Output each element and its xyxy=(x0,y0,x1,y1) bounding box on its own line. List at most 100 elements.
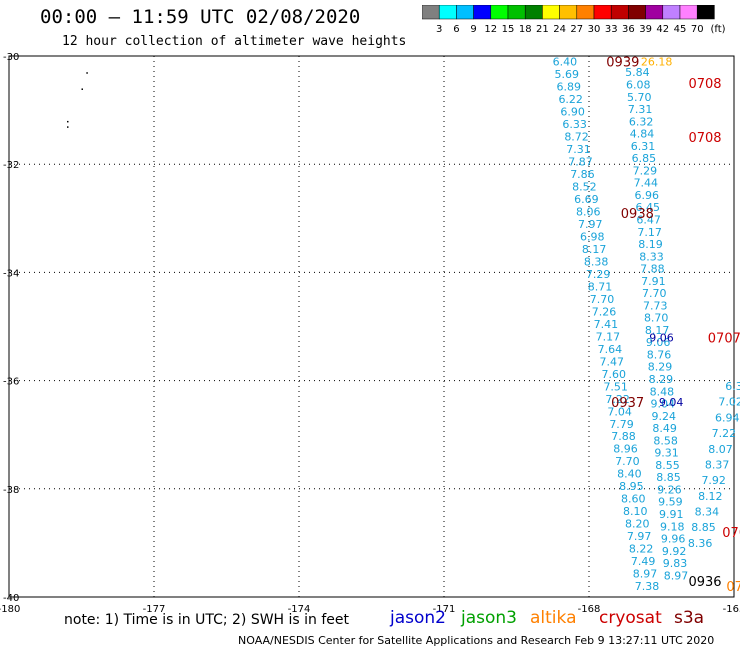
wave-height-label: 8.29 xyxy=(648,361,673,374)
wave-height-label: 6.69 xyxy=(574,193,599,206)
wave-height-label: 8.10 xyxy=(623,505,648,518)
wave-height-label: 8.20 xyxy=(625,518,650,531)
wave-height-label: 7.87 xyxy=(568,155,593,168)
wave-height-label: 7.86 xyxy=(570,168,595,181)
satellite-s3a: s3a xyxy=(674,608,705,628)
wave-height-label: 7.38 xyxy=(635,580,660,593)
wave-height-label: 8.17 xyxy=(645,324,670,337)
wave-height-label: 7.88 xyxy=(640,263,665,276)
wave-height-label: 6.40 xyxy=(553,55,578,68)
colorbar-tick-label: 33 xyxy=(605,24,618,35)
colorbar-tick-label: 30 xyxy=(588,24,601,35)
lat-tick-label: -36 xyxy=(3,377,19,388)
colorbar-tick-label: 9 xyxy=(470,24,476,35)
wave-height-label: 8.38 xyxy=(584,255,609,268)
wave-height-label: 7.79 xyxy=(609,418,634,431)
wave-height-label: 7.31 xyxy=(566,143,591,156)
wave-height-label: 8.49 xyxy=(652,422,677,435)
wave-height-label: 8.19 xyxy=(638,238,663,251)
wave-height-label: 9.24 xyxy=(651,410,676,423)
wave-height-label: 9.06 xyxy=(646,336,671,349)
wave-height-label: 8.72 xyxy=(564,130,589,143)
colorbar-tick-label: 39 xyxy=(639,24,652,35)
pass-time-label: 0708 xyxy=(688,77,721,92)
wave-height-label: 6.45 xyxy=(635,201,660,214)
wave-height-label: 6.98 xyxy=(580,230,605,243)
wave-height-label: 6.3 xyxy=(725,380,740,393)
wave-height-label: 8.22 xyxy=(629,543,654,556)
wave-height-label: 7.29 xyxy=(633,164,658,177)
wave-height-label: 9.92 xyxy=(662,545,687,558)
wave-height-label: 6.08 xyxy=(626,79,651,92)
wave-height-label: 8.55 xyxy=(655,459,680,472)
wave-height-label: 8.34 xyxy=(695,506,720,519)
wave-height-label: 9.91 xyxy=(659,508,684,521)
wave-height-label: 7.88 xyxy=(611,430,636,443)
lon-tick-label: -180 xyxy=(0,604,20,615)
wave-height-label: 6.96 xyxy=(635,189,660,202)
wave-height-label: 7.02 xyxy=(718,396,740,409)
wave-height-label: 8.85 xyxy=(656,471,681,484)
wave-height-label: 8.60 xyxy=(621,493,646,506)
wave-height-label: 7.47 xyxy=(600,355,625,368)
wave-height-label: 8.36 xyxy=(688,537,713,550)
lat-tick-label: -32 xyxy=(3,160,19,171)
wave-height-label: 8.97 xyxy=(664,569,689,582)
land-dot xyxy=(67,126,69,128)
wave-height-label: 6.85 xyxy=(632,152,657,165)
wave-height-label: 6.90 xyxy=(560,105,585,118)
wave-height-label: 8.12 xyxy=(698,490,723,503)
color-legend: 3 6 9 12 15 18 21 24 27 30 33 36 39 42 45 70 (ft) xyxy=(422,5,726,35)
wave-height-label: 7.70 xyxy=(642,287,667,300)
satellite-altika: altika xyxy=(530,608,577,628)
wave-height-label: 7.26 xyxy=(592,305,617,318)
land-dot xyxy=(81,88,83,90)
colorbar-tick-label: 36 xyxy=(622,24,635,35)
lon-tick-label: -174 xyxy=(288,604,311,615)
wave-height-label: 8.40 xyxy=(617,468,642,481)
satellite-cryosat: cryosat xyxy=(599,608,662,628)
note-text: note: 1) Time is in UTC; 2) SWH is in fe… xyxy=(64,612,350,628)
lat-tick-label: -34 xyxy=(3,268,19,279)
wave-height-label: 8.52 xyxy=(572,180,597,193)
wave-height-label: 7.31 xyxy=(628,103,653,116)
colorbar-tick-label: 24 xyxy=(553,24,566,35)
wave-height-label: 6.47 xyxy=(636,213,661,226)
colorbar-swatch xyxy=(696,5,715,20)
wave-height-label: 8.85 xyxy=(691,521,716,534)
wave-height-label: 7.17 xyxy=(637,226,662,239)
lat-tick-label: -38 xyxy=(3,485,19,496)
colorbar-tick-label: 3 xyxy=(436,24,442,35)
wave-height-label: 8.29 xyxy=(649,373,674,386)
wave-height-label: 6.89 xyxy=(556,80,581,93)
wave-height-label: 7.51 xyxy=(603,380,628,393)
satellite-jason2: jason2 xyxy=(390,608,446,628)
wave-height-label: 5.70 xyxy=(627,91,652,104)
wave-height-highlight: 26.18 xyxy=(641,55,673,68)
wave-height-label: 7.92 xyxy=(701,474,726,487)
wave-height-label: 7.22 xyxy=(712,427,737,440)
lon-tick-label: -165 xyxy=(723,604,740,615)
pass-time-label: 0937 xyxy=(611,396,644,411)
wave-height-label: 7.64 xyxy=(598,343,623,356)
lat-tick-label: -40 xyxy=(3,593,19,604)
wave-height-label: 6.33 xyxy=(562,118,587,131)
wave-height-highlight: 9.04 xyxy=(659,396,684,409)
colorbar-unit: (ft) xyxy=(710,24,725,35)
wave-height-label: 7.91 xyxy=(641,275,666,288)
wave-height-label: 6.32 xyxy=(629,115,654,128)
map-frame xyxy=(8,55,735,598)
wave-height-label: 7.17 xyxy=(596,330,621,343)
colorbar-tick-label: 18 xyxy=(519,24,532,35)
lon-tick-label: -177 xyxy=(143,604,166,615)
wave-height-label: 7.70 xyxy=(615,455,640,468)
wave-height-label: 8.58 xyxy=(653,434,678,447)
wave-height-label: 6.94 xyxy=(715,411,740,424)
wave-height-label: 6.22 xyxy=(558,93,583,106)
footer-credit: NOAA/NESDIS Center for Satellite Applica… xyxy=(238,634,715,647)
wave-height-label: 9.83 xyxy=(663,557,688,570)
wave-height-label: 8.96 xyxy=(613,443,638,456)
wave-height-label: 7.97 xyxy=(578,218,603,231)
lon-tick-label: -171 xyxy=(433,604,456,615)
wave-height-label: 7.49 xyxy=(631,555,656,568)
